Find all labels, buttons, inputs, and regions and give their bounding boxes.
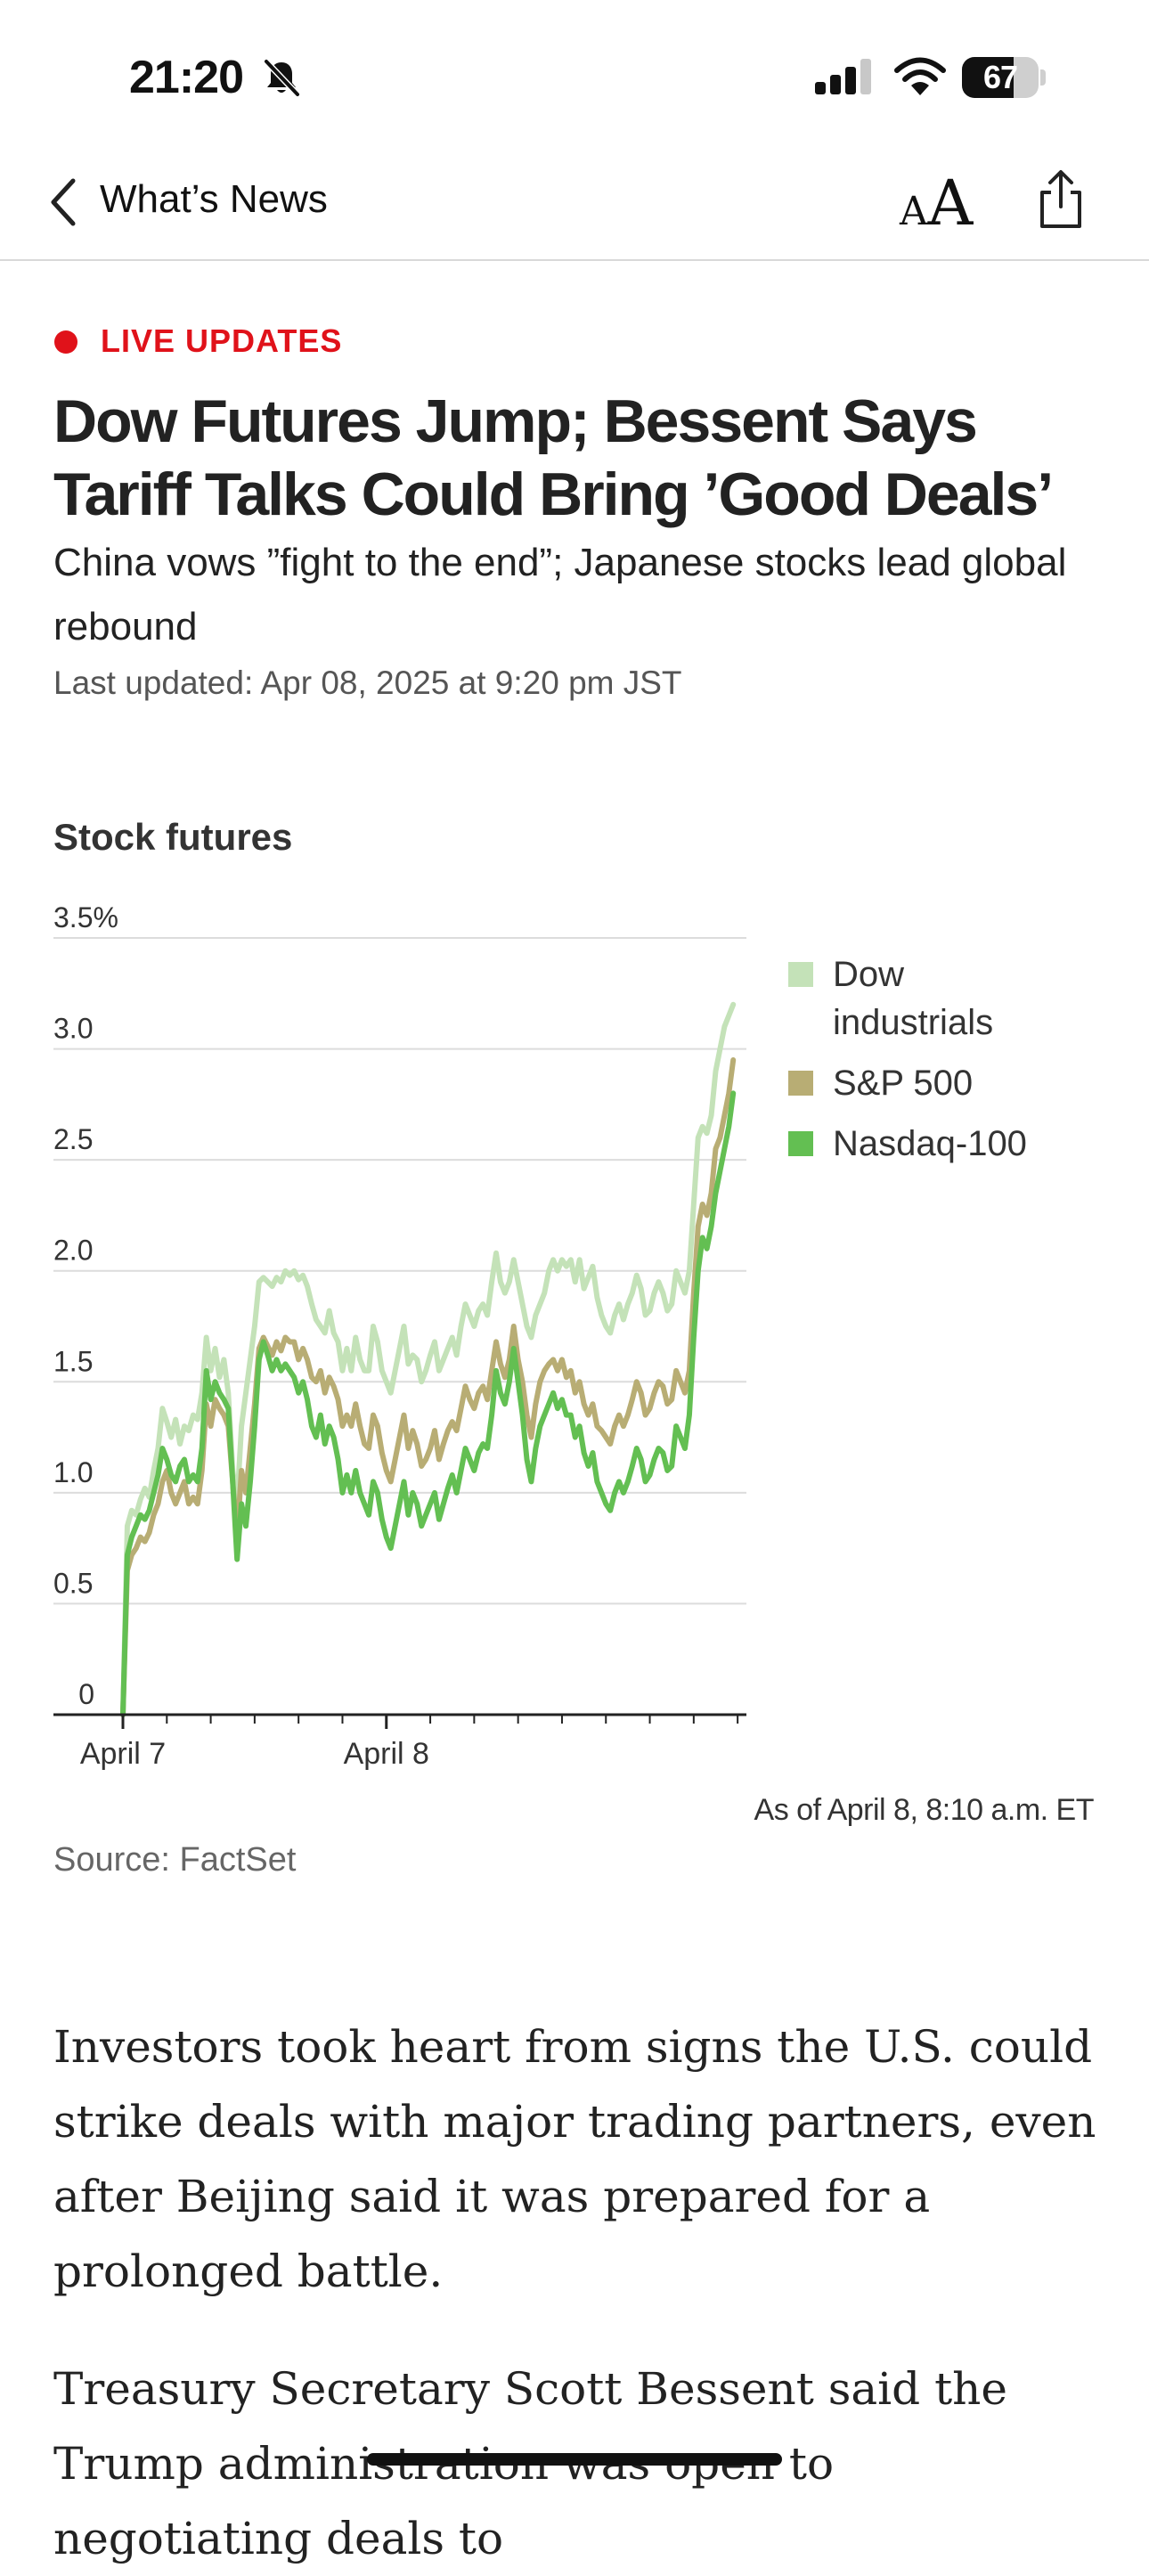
battery-icon: 67 [962, 57, 1046, 98]
text-size-button[interactable]: AA [900, 167, 973, 256]
series-line-2 [120, 1090, 737, 1717]
x-tick-label: April 7 [80, 1737, 166, 1771]
battery-percent: 67 [982, 59, 1018, 95]
bell-slash-icon [264, 59, 300, 97]
y-tick-label: 1.5 [53, 1345, 93, 1377]
nav-back-title[interactable]: What’s News [100, 177, 328, 221]
chart-note: As of April 8, 8:10 a.m. ET [754, 1793, 1095, 1827]
y-tick-label: 1.0 [53, 1456, 93, 1488]
legend-swatch [788, 962, 813, 987]
home-indicator[interactable] [367, 2453, 782, 2466]
status-time: 21:20 [129, 52, 244, 103]
legend-label: Nasdaq-100 [833, 1124, 1027, 1163]
series-line-0 [120, 1001, 737, 1717]
cellular-signal-icon [815, 59, 871, 94]
wifi-icon [894, 57, 946, 95]
live-updates-label[interactable]: LIVE UPDATES [101, 322, 343, 359]
x-tick-label: April 8 [344, 1737, 429, 1771]
legend-swatch [788, 1131, 813, 1156]
y-tick-label: 2.0 [53, 1235, 93, 1267]
chart-source: Source: FactSet [53, 1841, 297, 1879]
y-tick-label: 0.5 [53, 1567, 93, 1599]
y-tick-label: 0 [78, 1678, 94, 1710]
headline: Dow Futures Jump; Bessent Says Tariff Ta… [53, 387, 1054, 528]
last-updated: Last updated: Apr 08, 2025 at 9:20 pm JS… [53, 664, 682, 701]
legend-label: Dow industrials [833, 955, 993, 1042]
legend-swatch [788, 1071, 813, 1096]
y-tick-label: 3.0 [53, 1013, 93, 1045]
chart-title: Stock futures [53, 816, 293, 858]
y-tick-label: 2.5 [53, 1123, 93, 1155]
nav-divider [0, 259, 1149, 261]
legend-label: S&P 500 [833, 1064, 973, 1103]
y-tick-label: 3.5% [53, 901, 118, 933]
live-dot [54, 330, 77, 354]
series-line-1 [120, 1057, 737, 1717]
stock-futures-chart: 0 0.5 1.0 1.5 2.0 2.5 3.0 3.5% April 7 April 8 Dow… [53, 901, 1027, 1771]
text-size-large-glyph: A [927, 167, 974, 240]
dek: China vows ”fight to the end”; Japanese … [53, 541, 1067, 648]
text-size-small-glyph: A [900, 189, 928, 234]
article-paragraph-1: Investors took heart from signs the U.S.… [53, 2021, 1096, 2297]
share-icon[interactable] [1035, 167, 1087, 232]
chevron-left-icon[interactable] [46, 176, 78, 228]
